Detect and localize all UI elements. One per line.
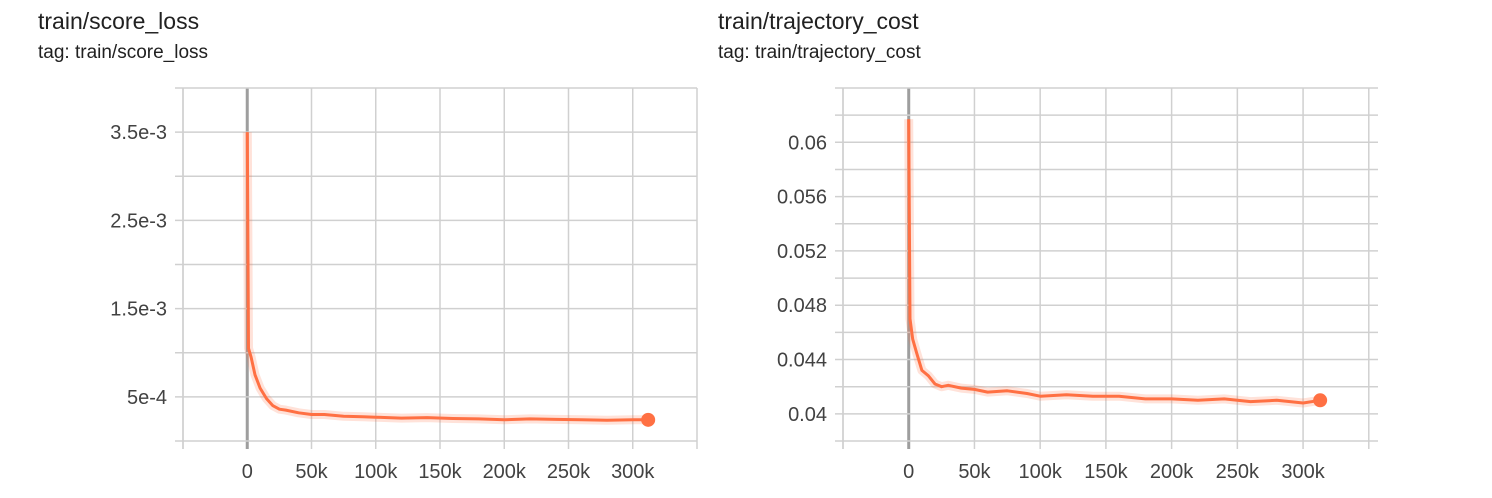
x-tick-label: 300k [1281, 461, 1325, 483]
y-tick-label: 0.056 [777, 187, 827, 209]
x-tick-label: 0 [242, 461, 253, 483]
y-tick-label: 0.052 [777, 241, 827, 263]
raw-series-band [904, 119, 1321, 408]
x-tick-label: 200k [1150, 461, 1194, 483]
chart-title: train/score_loss [38, 8, 200, 34]
chart-tag: tag: train/trajectory_cost [718, 42, 921, 63]
chart-tag: tag: train/score_loss [38, 42, 209, 63]
x-tick-label: 150k [1084, 461, 1128, 483]
x-tick-label: 0 [903, 461, 914, 483]
y-tick-label: 3.5e-3 [110, 122, 167, 144]
raw-series-band [242, 132, 649, 425]
series-line [245, 132, 649, 422]
last-point-marker [1313, 393, 1328, 408]
x-tick-label: 50k [295, 461, 328, 483]
y-tick-label: 5e-4 [127, 387, 167, 409]
x-tick-label: 200k [483, 461, 527, 483]
y-tick-label: 2.5e-3 [110, 210, 167, 232]
y-tick-label: 0.048 [777, 295, 827, 317]
y-tick-label: 0.06 [788, 132, 827, 154]
x-tick-label: 250k [1216, 461, 1260, 483]
chart-title: train/trajectory_cost [718, 8, 919, 34]
x-tick-label: 250k [547, 461, 591, 483]
x-tick-label: 100k [354, 461, 398, 483]
x-tick-label: 50k [958, 461, 991, 483]
x-tick-label: 100k [1018, 461, 1062, 483]
series-line [907, 119, 1321, 405]
last-point-marker [641, 412, 656, 427]
y-tick-label: 1.5e-3 [110, 299, 167, 321]
y-tick-label: 0.044 [777, 350, 827, 372]
x-tick-label: 150k [418, 461, 462, 483]
x-tick-label: 300k [611, 461, 655, 483]
y-tick-label: 0.04 [788, 404, 827, 426]
